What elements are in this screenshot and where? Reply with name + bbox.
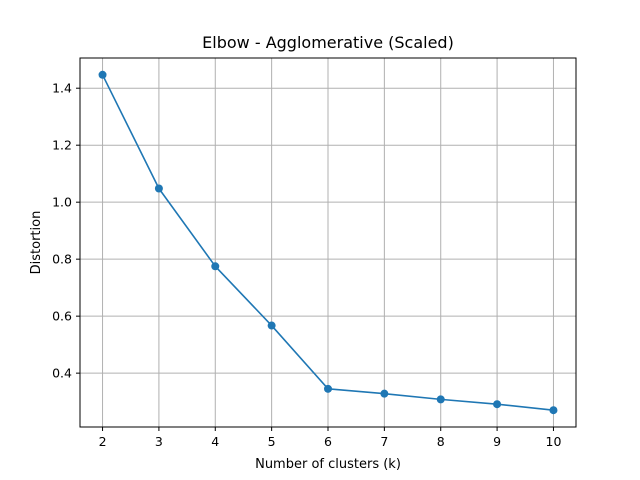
grid: [80, 58, 576, 427]
data-point: [436, 395, 445, 404]
data-point: [267, 321, 276, 330]
series: [98, 70, 558, 415]
y-tick-label: 0.8: [52, 252, 72, 267]
x-axis-label: Number of clusters (k): [255, 457, 401, 472]
data-point: [324, 384, 332, 393]
x-tick-label: 5: [268, 434, 276, 449]
data-point: [380, 389, 389, 398]
y-tick-label: 0.6: [52, 309, 72, 324]
x-tick-label: 10: [546, 434, 562, 449]
x-tick-label: 4: [211, 434, 219, 449]
y-tick-label: 0.4: [52, 366, 72, 381]
data-point: [493, 400, 502, 409]
x-tick-label: 9: [493, 434, 501, 449]
x-tick-label: 2: [99, 434, 107, 449]
y-tick-label: 1.0: [52, 195, 72, 210]
data-point: [98, 70, 107, 79]
x-tick-label: 3: [155, 434, 163, 449]
x-tick-label: 6: [324, 434, 332, 449]
chart-title: Elbow - Agglomerative (Scaled): [202, 33, 454, 52]
data-point: [211, 262, 220, 271]
ticks: 2 3 4 5 6 7 8 9 10 0.4 0.6 0.8 1.0 1.2 1.4: [52, 81, 561, 449]
y-axis-label: Distortion: [29, 211, 44, 275]
data-point: [549, 406, 558, 415]
y-tick-label: 1.2: [52, 138, 72, 153]
x-tick-label: 7: [380, 434, 388, 449]
x-tick-label: 8: [437, 434, 445, 449]
y-tick-label: 1.4: [52, 81, 72, 96]
data-point: [154, 184, 163, 193]
